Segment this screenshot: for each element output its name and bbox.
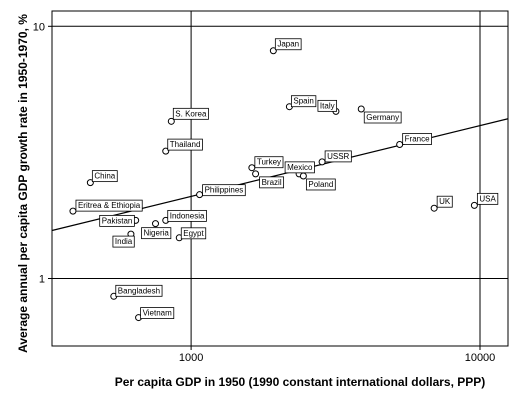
point-label-box [274, 38, 302, 51]
data-point: Pakistan [99, 214, 140, 227]
point-marker [269, 47, 277, 55]
point-label-box [167, 209, 207, 222]
point-label-box [75, 199, 143, 212]
point-label-box [324, 150, 352, 163]
point-label: Turkey [257, 158, 281, 167]
point-label: Brazil [262, 178, 282, 187]
point-label-box [259, 176, 285, 189]
point-marker [196, 191, 204, 199]
point-label: Spain [293, 97, 313, 106]
point-marker [252, 170, 260, 178]
point-label: Vietnam [143, 309, 173, 318]
point-label: France [405, 134, 430, 143]
data-point: Thailand [162, 138, 203, 155]
point-label: Poland [308, 180, 333, 189]
point-label: India [115, 237, 133, 246]
point-marker [167, 117, 175, 125]
y-tick-label: 1 [39, 274, 45, 286]
point-label-box [436, 195, 453, 208]
data-point: Spain [285, 95, 317, 111]
point-label: Japan [277, 40, 299, 49]
data-point: Germany [357, 105, 402, 124]
data-point: Japan [269, 38, 302, 55]
data-point: France [396, 133, 432, 148]
point-label-box [140, 307, 175, 319]
data-point: S. Korea [167, 107, 209, 125]
point-marker [299, 172, 307, 180]
data-point: Bangladesh [110, 284, 163, 300]
point-label-box [476, 192, 499, 205]
point-label-box [202, 184, 246, 197]
point-label-box [141, 227, 172, 240]
x-tick-label: 10000 [465, 352, 496, 364]
data-point: Egypt [175, 227, 207, 242]
point-marker [430, 204, 438, 212]
data-point: Brazil [252, 170, 285, 189]
point-label-box [115, 284, 163, 297]
data-point: India [112, 230, 135, 248]
x-axis-title: Per capita GDP in 1950 (1990 constant in… [115, 375, 486, 389]
point-label-box [91, 170, 118, 183]
point-marker [357, 105, 365, 113]
x-tick-label: 1000 [179, 352, 203, 364]
point-label-box [254, 156, 284, 169]
point-marker [248, 164, 256, 172]
point-label-box [363, 111, 402, 124]
data-point: Turkey [248, 156, 284, 172]
data-point: Eritrea & Ethiopia [69, 199, 143, 215]
point-label: Nigeria [144, 229, 170, 238]
point-label: Bangladesh [118, 286, 160, 295]
point-label-box [402, 133, 432, 145]
data-point: USSR [318, 150, 352, 166]
point-label-box [284, 161, 315, 174]
data-point: Indonesia [162, 209, 207, 224]
data-point: UK [430, 195, 453, 212]
data-point: China [86, 170, 118, 187]
point-label: Pakistan [102, 216, 133, 225]
point-marker [396, 140, 404, 148]
point-label-box [180, 227, 207, 240]
y-axis-ticks: 1 10 [33, 21, 52, 286]
point-label: Indonesia [170, 211, 205, 220]
point-label: China [94, 172, 115, 181]
point-label: USA [479, 194, 496, 203]
data-point: USA [470, 192, 499, 209]
point-label-box [172, 107, 209, 120]
y-axis-title: Average annual per capita GDP growth rat… [16, 14, 30, 353]
point-marker [470, 201, 478, 209]
point-marker [86, 179, 94, 187]
point-label-box [290, 95, 317, 108]
data-point: Vietnam [135, 307, 175, 322]
point-marker [162, 147, 170, 155]
data-point: Nigeria [141, 220, 172, 240]
x-axis-ticks: 1000 10000 [179, 346, 495, 364]
point-label-box [305, 178, 336, 191]
y-tick-label: 10 [33, 21, 45, 33]
point-label: UK [439, 197, 451, 206]
point-label: Italy [320, 101, 335, 110]
point-label: USSR [327, 152, 349, 161]
point-label: Egypt [183, 229, 204, 238]
point-marker [318, 158, 326, 166]
point-label-box [112, 235, 135, 248]
point-label-box [99, 214, 135, 227]
point-label: Philippines [205, 186, 244, 195]
point-label: S. Korea [175, 109, 207, 118]
data-point: Poland [299, 172, 336, 191]
reference-lines [52, 11, 508, 346]
data-point: Philippines [196, 184, 246, 199]
data-point: Italy [317, 99, 340, 115]
trend-line [51, 118, 509, 232]
point-label-box [167, 138, 203, 151]
point-marker [69, 207, 77, 215]
point-label: Eritrea & Ethiopia [78, 201, 141, 210]
point-label: Thailand [170, 140, 201, 149]
point-label-box [317, 99, 338, 112]
point-marker [152, 220, 160, 228]
point-label: Germany [366, 113, 399, 122]
data-points: Japan Spain Italy Germany France USSR Mexico Po… [69, 38, 499, 322]
point-label: Mexico [287, 163, 313, 172]
